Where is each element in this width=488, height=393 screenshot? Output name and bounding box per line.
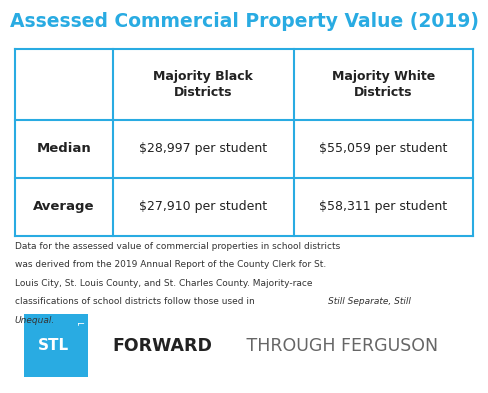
Text: ⌐: ⌐ [77,318,85,328]
Text: classifications of school districts follow those used in: classifications of school districts foll… [15,297,257,306]
Text: Unequal.: Unequal. [15,316,55,325]
Text: $58,311 per student: $58,311 per student [319,200,447,213]
Text: THROUGH FERGUSON: THROUGH FERGUSON [241,336,438,354]
Text: FORWARD: FORWARD [112,336,212,354]
Text: $28,997 per student: $28,997 per student [140,142,267,155]
Text: $55,059 per student: $55,059 per student [319,142,447,155]
Text: was derived from the 2019 Annual Report of the County Clerk for St.: was derived from the 2019 Annual Report … [15,260,326,269]
Text: STL: STL [38,338,69,353]
Text: Louis City, St. Louis County, and St. Charles County. Majority-race: Louis City, St. Louis County, and St. Ch… [15,279,312,288]
FancyBboxPatch shape [24,314,88,377]
Text: Majority Black
Districts: Majority Black Districts [153,70,253,99]
Text: Assessed Commercial Property Value (2019): Assessed Commercial Property Value (2019… [9,12,479,31]
Text: Data for the assessed value of commercial properties in school districts: Data for the assessed value of commercia… [15,242,340,251]
Text: Average: Average [33,200,95,213]
Text: Still Separate, Still: Still Separate, Still [328,297,410,306]
Text: Median: Median [37,142,91,155]
Text: $27,910 per student: $27,910 per student [140,200,267,213]
Text: Majority White
Districts: Majority White Districts [332,70,435,99]
